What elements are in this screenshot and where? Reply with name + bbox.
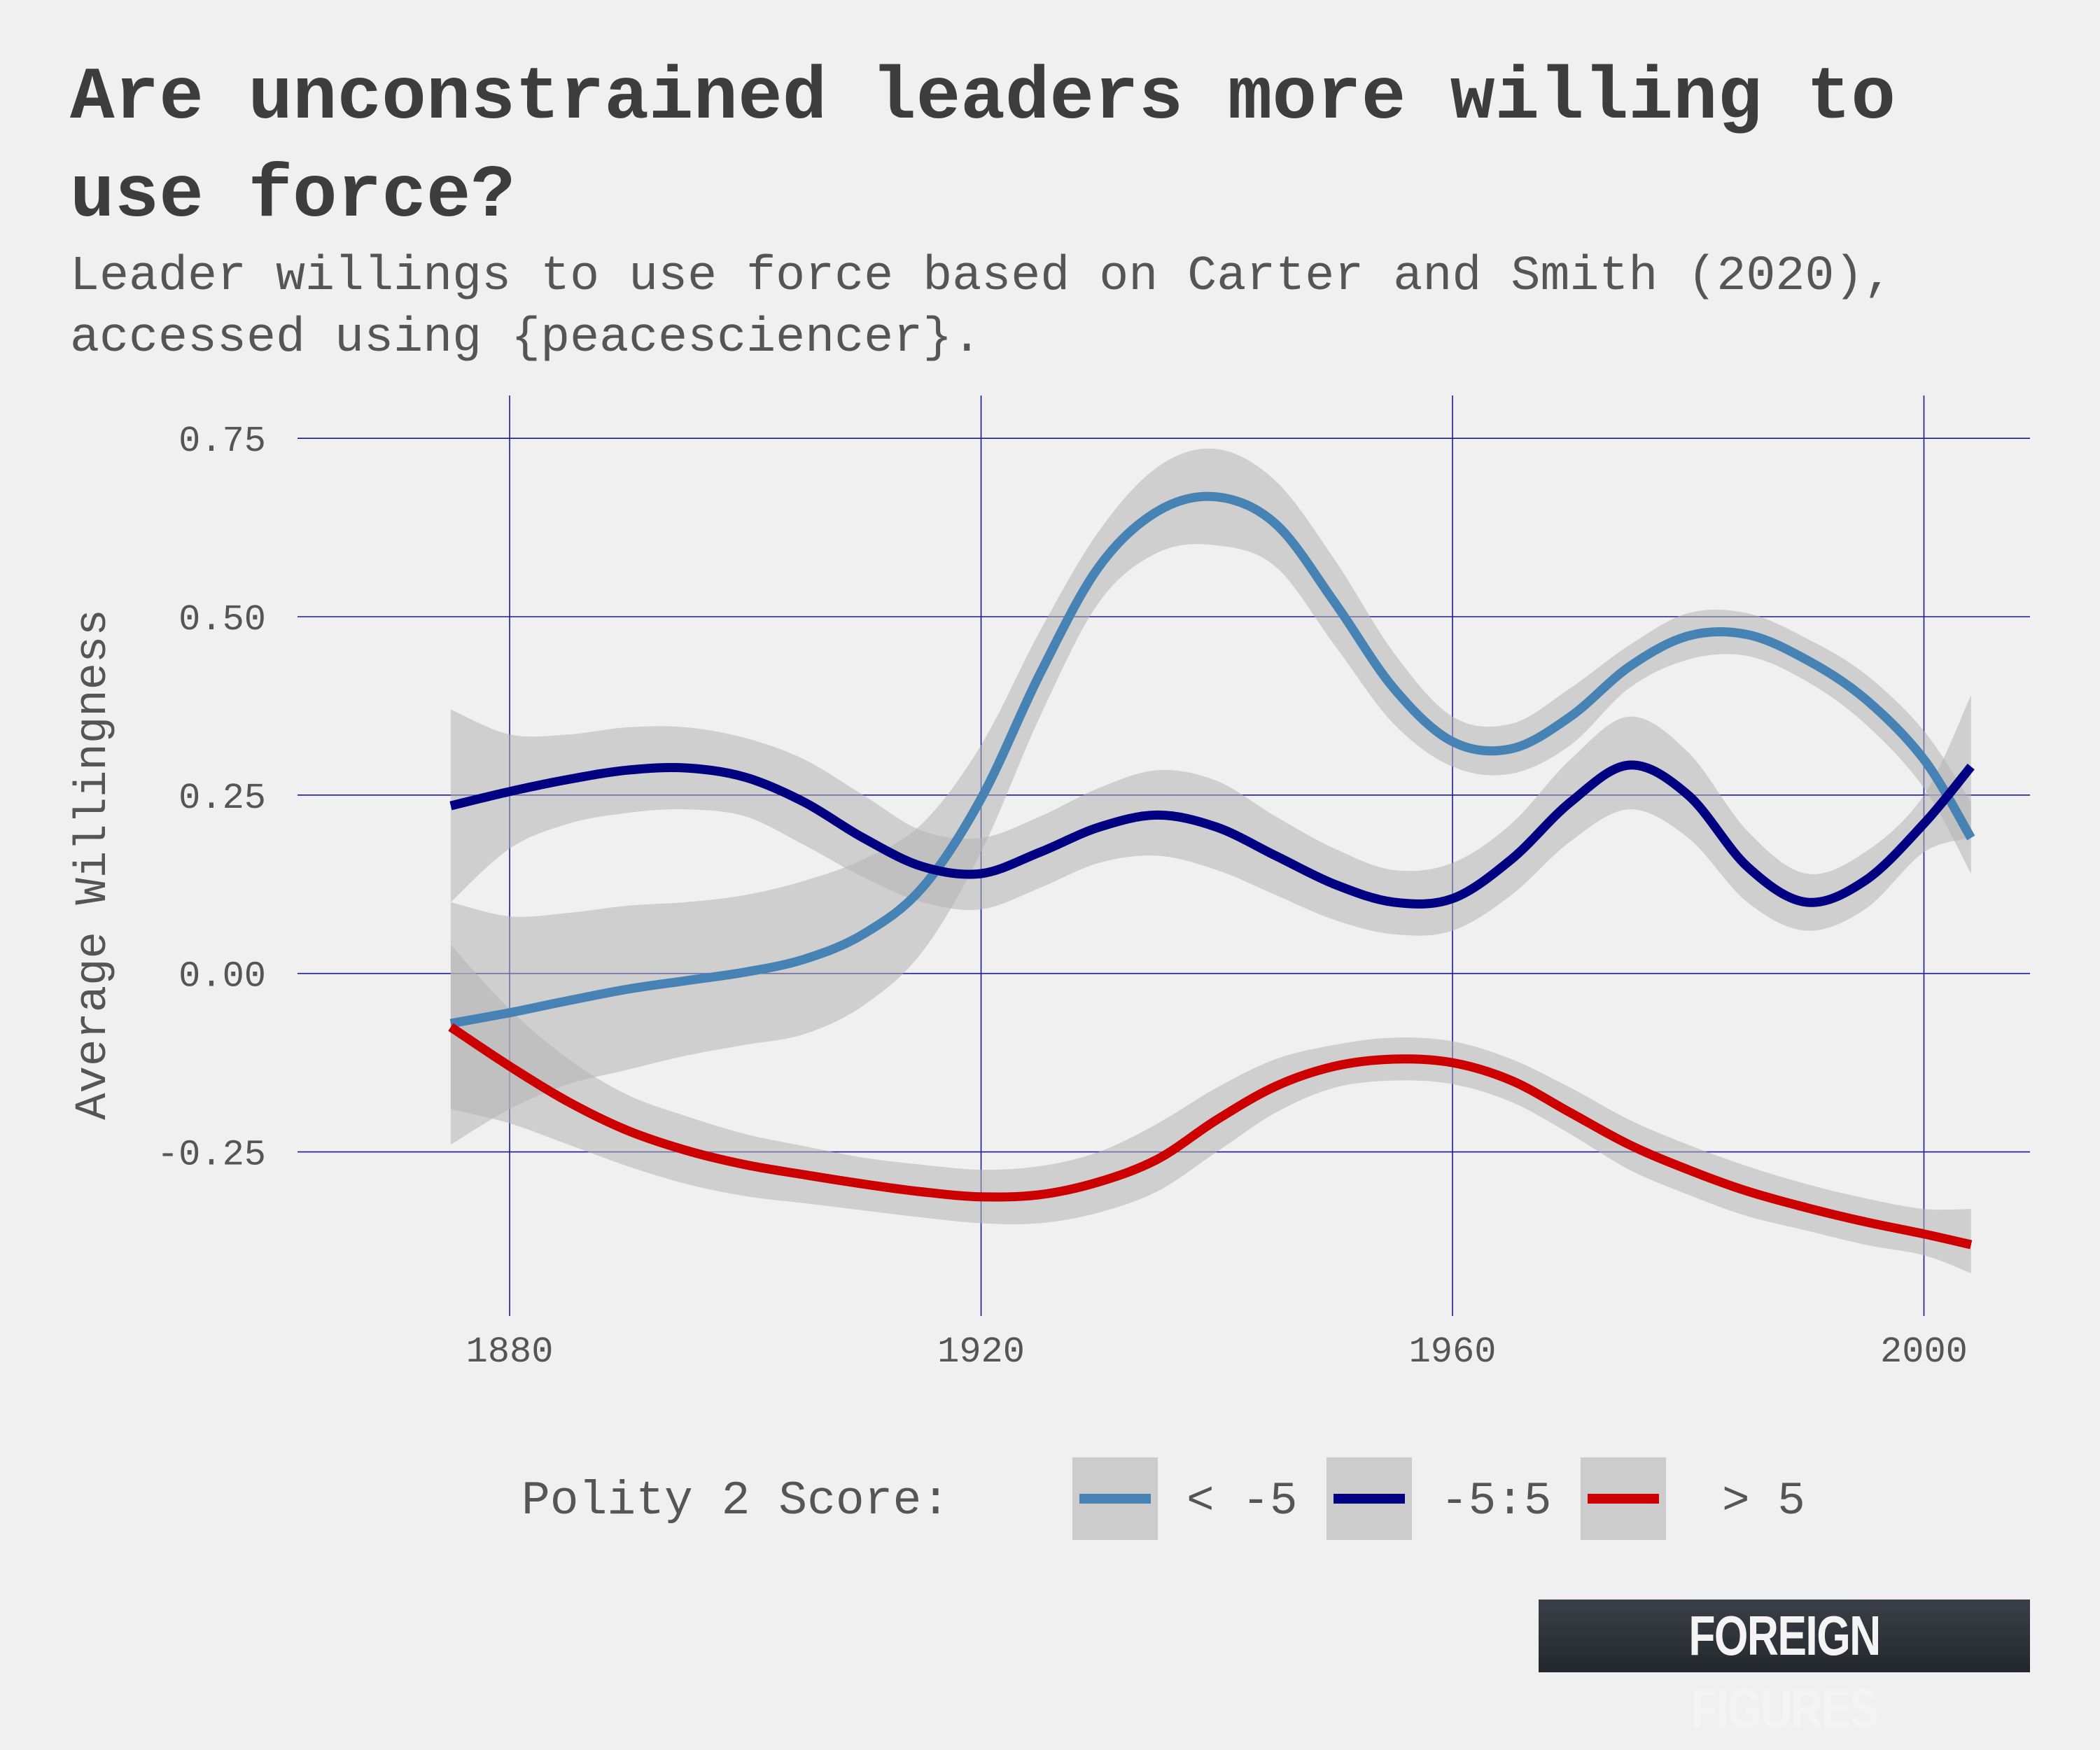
x-axis-ticks: 1880 1920 1960 2000 [466, 1331, 1968, 1373]
y-tick-label: 0.75 [178, 421, 266, 462]
y-tick-label: 0.00 [178, 956, 266, 997]
x-tick-label: 1920 [937, 1331, 1025, 1373]
series-line [449, 491, 1975, 1028]
legend-label: > 5 [1722, 1475, 1805, 1527]
chart-subtitle: Leader willings to use force based on Ca… [70, 249, 1893, 366]
y-tick-label: 0.25 [178, 778, 266, 819]
y-axis-ticks: -0.25 0.00 0.25 0.50 0.75 [157, 421, 266, 1175]
legend-title: Polity 2 Score: [522, 1474, 950, 1528]
series-line [449, 760, 1975, 909]
confidence-band [450, 944, 1971, 1273]
series-lines [448, 491, 1975, 1250]
confidence-band [450, 695, 1971, 936]
x-tick-label: 2000 [1880, 1331, 1968, 1373]
y-axis-label: Average Willingness [69, 609, 119, 1120]
confidence-bands [450, 448, 1971, 1273]
chart-title: Are unconstrained leaders more willing t… [70, 56, 1896, 238]
brand-logo: FOREIGN FIGURES [1539, 1600, 2030, 1740]
legend-label: < -5 [1186, 1475, 1297, 1527]
legend: Polity 2 Score: < -5 -5:5 > 5 [522, 1457, 1805, 1540]
confidence-band [450, 448, 1971, 1145]
y-tick-label: 0.50 [178, 599, 266, 640]
y-tick-label: -0.25 [157, 1135, 266, 1176]
legend-label: -5:5 [1441, 1475, 1551, 1527]
x-tick-label: 1960 [1409, 1331, 1497, 1373]
series-line [448, 1023, 1973, 1250]
x-tick-label: 1880 [466, 1331, 554, 1373]
